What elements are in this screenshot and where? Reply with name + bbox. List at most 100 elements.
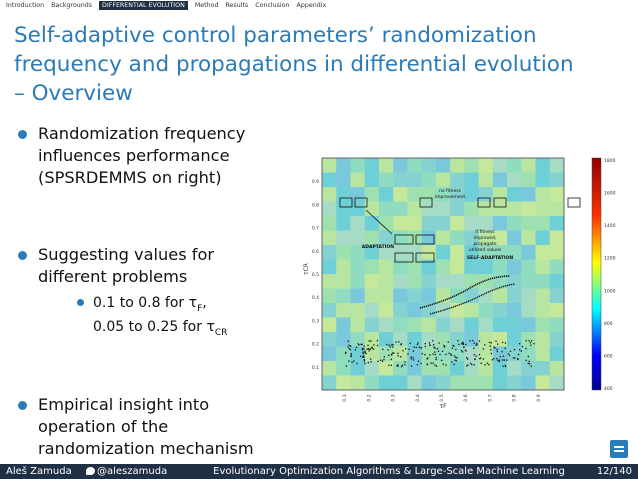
heatmap-cell: [492, 158, 508, 173]
scatter-point: [463, 346, 465, 348]
scatter-point: [498, 359, 501, 361]
navigation-icon[interactable]: [610, 440, 628, 458]
nav-results[interactable]: Results: [225, 2, 249, 9]
heatmap-cell: [407, 172, 422, 188]
heatmap-cell: [521, 346, 536, 362]
heatmap-cell: [549, 274, 565, 289]
heatmap-cell: [535, 303, 551, 318]
y-tick-label: 0.4: [312, 295, 319, 301]
heatmap-cell: [378, 172, 394, 188]
scatter-point: [530, 365, 532, 367]
heatmap-cell: [435, 201, 451, 217]
scatter-point: [455, 356, 457, 358]
heatmap-cell: [507, 288, 522, 304]
heatmap-cell: [450, 187, 465, 202]
nav-backgrounds[interactable]: Backgrounds: [51, 2, 92, 9]
heatmap-cell: [350, 201, 366, 217]
nav-appendix[interactable]: Appendix: [296, 2, 327, 9]
heatmap-cell: [478, 187, 494, 202]
scatter-point: [482, 348, 485, 350]
heatmap-cell: [492, 346, 508, 362]
scatter-point: [372, 348, 375, 350]
scatter-point: [416, 363, 419, 366]
heatmap-cell: [450, 230, 465, 246]
scatter-point: [530, 344, 532, 346]
heatmap-cell: [435, 245, 451, 260]
heatmap-cell: [492, 288, 508, 304]
heatmap-cell: [507, 245, 522, 260]
heatmap-cell: [521, 216, 536, 231]
scatter-point: [455, 348, 457, 351]
heatmap-cell: [435, 259, 451, 275]
adaptation-diagram: no fitness improvement if fitness improv…: [339, 188, 581, 263]
heatmap-cell: [549, 259, 565, 275]
scatter-point: [363, 348, 365, 350]
heatmap-cell: [492, 361, 508, 376]
heatmap-cell: [507, 303, 522, 318]
scatter-point: [391, 344, 393, 346]
scatter-point: [474, 358, 476, 361]
self-adaptation-label: SELF-ADAPTATION: [467, 255, 513, 261]
colorbar-tick-label: 1600: [604, 191, 616, 197]
heatmap-cell: [393, 201, 408, 217]
nav-differential-evolution[interactable]: DIFFERENTIAL EVOLUTION: [99, 1, 188, 10]
scatter-point: [471, 363, 473, 366]
heatmap-cell: [464, 361, 479, 376]
scatter-point: [426, 363, 428, 366]
footer-page-number: 12/140: [596, 466, 632, 477]
heatmap-cell: [464, 172, 479, 188]
scatter-point: [443, 344, 445, 347]
scatter-point: [528, 363, 531, 365]
heatmap-cell: [521, 158, 536, 173]
heatmap-cell: [364, 332, 380, 347]
scatter-point: [434, 353, 436, 356]
heatmap-cell: [549, 361, 565, 376]
heatmap-cell: [507, 259, 522, 275]
colorbar-tick-label: 1000: [604, 288, 616, 294]
nav-introduction[interactable]: Introduction: [6, 2, 45, 9]
scatter-point: [525, 347, 527, 350]
heatmap-cell: [336, 172, 351, 188]
heatmap-cell: [378, 245, 394, 260]
x-tick-label: 0.9: [536, 394, 542, 401]
scatter-point: [456, 357, 458, 359]
scatter-point: [370, 340, 372, 342]
scatter-point: [472, 340, 474, 342]
footer-twitter[interactable]: @aleszamuda: [86, 466, 196, 477]
heatmap-cell: [549, 216, 565, 231]
scatter-point: [367, 344, 369, 346]
heatmap-cell: [435, 187, 451, 202]
heatmap-cell: [378, 158, 394, 173]
bullet-suggesting-values: Suggesting values for different problems: [18, 244, 298, 288]
heatmap-cell: [507, 201, 522, 217]
scatter-point: [493, 346, 495, 348]
heatmap-cell: [535, 332, 551, 347]
scatter-point: [369, 348, 371, 350]
scatter-point: [380, 359, 382, 361]
scatter-point: [531, 340, 533, 342]
heatmap-cell: [464, 317, 479, 333]
heatmap-cell: [336, 375, 351, 391]
bullet-text-line: different problems: [38, 267, 188, 286]
heatmap-cell: [421, 216, 437, 231]
nav-method[interactable]: Method: [194, 2, 219, 9]
bullet-empirical-insight: Empirical insight into operation of the …: [18, 394, 298, 460]
nav-conclusion[interactable]: Conclusion: [255, 2, 290, 9]
scatter-point: [462, 343, 465, 346]
heatmap-cell: [407, 346, 422, 362]
heatmap-cell: [407, 332, 422, 347]
scatter-point: [445, 364, 447, 366]
scatter-point: [490, 342, 492, 344]
heatmap-cell: [507, 172, 522, 188]
heatmap-cell: [435, 172, 451, 188]
scatter-point: [364, 350, 366, 353]
heatmap-cell: [450, 361, 465, 376]
scatter-point: [428, 342, 431, 344]
x-tick-label: 0.8: [512, 394, 518, 401]
scatter-point: [478, 340, 481, 342]
heatmap-cell: [421, 201, 437, 217]
heatmap-cell: [364, 274, 380, 289]
scatter-point: [400, 343, 402, 345]
scatter-point: [345, 365, 348, 367]
heatmap-cell: [464, 288, 479, 304]
